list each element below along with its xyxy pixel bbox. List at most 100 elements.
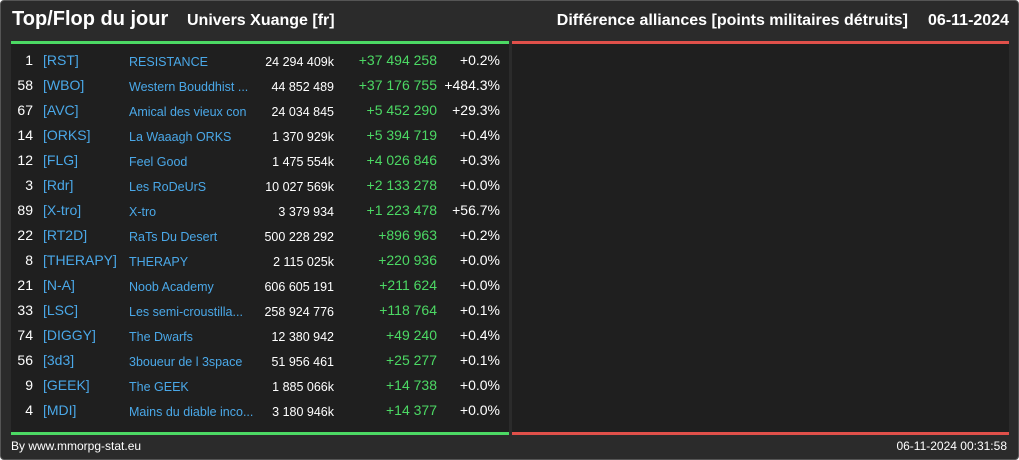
table-row: 9 [GEEK] The GEEK 1 885 066k +14 738 +0.0% xyxy=(11,373,509,398)
points-difference: +5 394 719 xyxy=(366,127,437,143)
alliance-name-link[interactable]: Mains du diable inco... xyxy=(129,405,254,419)
alliance-tag-link[interactable]: [N-A] xyxy=(43,277,75,293)
top-accent-bar xyxy=(11,41,509,44)
alliance-name-link[interactable]: RESISTANCE xyxy=(129,55,208,69)
alliance-points: 24 294 409k xyxy=(265,55,334,69)
header-date: 06-11-2024 xyxy=(928,12,1009,29)
points-difference: +25 277 xyxy=(386,352,437,368)
alliance-tag-link[interactable]: [RST] xyxy=(43,52,79,68)
alliance-name-link[interactable]: RaTs Du Desert xyxy=(129,230,218,244)
alliance-rank: 22 xyxy=(17,227,33,243)
alliance-tag-link[interactable]: [MDI] xyxy=(43,402,77,418)
percent-change: +0.1% xyxy=(459,302,500,318)
alliance-tag-link[interactable]: [LSC] xyxy=(43,302,79,318)
alliance-tag-link[interactable]: [WBO] xyxy=(43,77,85,93)
table-row: 56 [3d3] 3boueur de l 3space 51 956 461 +25 … xyxy=(11,348,509,373)
table-row: 8 [THERAPY] THERAPY 2 115 025k +220 936 +0.0% xyxy=(11,248,509,273)
alliance-points: 44 852 489 xyxy=(271,80,334,94)
flop-accent-bar xyxy=(512,41,1009,44)
alliance-tag-link[interactable]: [DIGGY] xyxy=(43,327,96,343)
percent-change: +0.0% xyxy=(459,177,500,193)
table-row: 89 [X-tro] X-tro 3 379 934 +1 223 478 +56.7% xyxy=(11,198,509,223)
points-difference: +211 624 xyxy=(379,277,437,293)
points-difference: +5 452 290 xyxy=(366,102,437,118)
points-difference: +4 026 846 xyxy=(366,152,437,168)
table-row: 74 [DIGGY] The Dwarfs 12 380 942 +49 240 +0.4… xyxy=(11,323,509,348)
alliance-tag-link[interactable]: [GEEK] xyxy=(43,377,90,393)
table-row: 21 [N-A] Noob Academy 606 605 191 +211 624 +0… xyxy=(11,273,509,298)
top-accent-bar-bottom xyxy=(11,432,509,435)
top-list: 1 [RST] RESISTANCE 24 294 409k +37 494 258 +0… xyxy=(11,48,509,423)
points-difference: +49 240 xyxy=(386,327,437,343)
alliance-points: 3 180 946k xyxy=(272,405,334,419)
alliance-name-link[interactable]: The Dwarfs xyxy=(129,330,193,344)
points-difference: +896 963 xyxy=(378,227,437,243)
alliance-name-link[interactable]: Feel Good xyxy=(129,155,188,169)
alliance-name-link[interactable]: Noob Academy xyxy=(129,280,214,294)
alliance-name-link[interactable]: Amical des vieux con xyxy=(129,105,247,119)
percent-change: +0.2% xyxy=(459,52,500,68)
alliance-name-link[interactable]: THERAPY xyxy=(129,255,189,269)
points-difference: +14 377 xyxy=(386,402,437,418)
alliance-rank: 67 xyxy=(17,102,33,118)
percent-change: +0.4% xyxy=(459,127,500,143)
alliance-tag-link[interactable]: [AVC] xyxy=(43,102,79,118)
table-row: 3 [Rdr] Les RoDeUrS 10 027 569k +2 133 278 +0… xyxy=(11,173,509,198)
table-row: 67 [AVC] Amical des vieux con 24 034 845 +5 … xyxy=(11,98,509,123)
alliance-points: 51 956 461 xyxy=(271,355,334,369)
alliance-tag-link[interactable]: [Rdr] xyxy=(43,177,74,193)
alliance-rank: 9 xyxy=(25,377,33,393)
alliance-points: 1 370 929k xyxy=(272,130,334,144)
alliance-tag-link[interactable]: [FLG] xyxy=(43,152,79,168)
percent-change: +0.0% xyxy=(459,402,500,418)
alliance-rank: 89 xyxy=(17,202,33,218)
percent-change: +56.7% xyxy=(452,202,500,218)
universe-label: Univers Xuange [fr] xyxy=(187,12,335,29)
alliance-name-link[interactable]: Western Bouddhist ... xyxy=(129,80,249,94)
points-difference: +14 738 xyxy=(386,377,437,393)
table-row: 22 [RT2D] RaTs Du Desert 500 228 292 +896 96… xyxy=(11,223,509,248)
alliance-name-link[interactable]: 3boueur de l 3space xyxy=(129,355,243,369)
percent-change: +484.3% xyxy=(444,77,500,93)
site-credit-link[interactable]: By www.mmorpg-stat.eu xyxy=(11,439,142,453)
percent-change: +0.1% xyxy=(459,352,500,368)
alliance-tag-link[interactable]: [THERAPY] xyxy=(43,252,117,268)
points-difference: +2 133 278 xyxy=(366,177,437,193)
percent-change: +0.2% xyxy=(459,227,500,243)
top-panel: 1 [RST] RESISTANCE 24 294 409k +37 494 258 +0… xyxy=(11,41,509,435)
table-row: 1 [RST] RESISTANCE 24 294 409k +37 494 258 +0… xyxy=(11,48,509,73)
page-title: Top/Flop du jour xyxy=(12,8,169,30)
percent-change: +0.0% xyxy=(459,377,500,393)
alliance-points: 24 034 845 xyxy=(271,105,334,119)
alliance-rank: 8 xyxy=(25,252,33,268)
alliance-name-link[interactable]: Les RoDeUrS xyxy=(129,180,207,194)
percent-change: +29.3% xyxy=(452,102,500,118)
alliance-tag-link[interactable]: [3d3] xyxy=(43,352,75,368)
alliance-rank: 74 xyxy=(17,327,33,343)
alliance-points: 500 228 292 xyxy=(264,230,334,244)
percent-change: +0.4% xyxy=(459,327,500,343)
alliance-rank: 3 xyxy=(25,177,33,193)
alliance-points: 12 380 942 xyxy=(271,330,334,344)
alliance-name-link[interactable]: X-tro xyxy=(129,205,157,219)
alliance-tag-link[interactable]: [X-tro] xyxy=(43,202,82,218)
alliance-rank: 4 xyxy=(25,402,33,418)
table-row: 33 [LSC] Les semi-croustilla... 258 924 776… xyxy=(11,298,509,323)
table-row: 4 [MDI] Mains du diable inco... 3 180 946k +… xyxy=(11,398,509,423)
alliance-rank: 58 xyxy=(17,77,33,93)
alliance-name-link[interactable]: La Waaagh ORKS xyxy=(129,130,232,144)
percent-change: +0.0% xyxy=(459,252,500,268)
alliance-tag-link[interactable]: [RT2D] xyxy=(43,227,88,243)
alliance-name-link[interactable]: Les semi-croustilla... xyxy=(129,305,243,319)
alliance-name-link[interactable]: The GEEK xyxy=(129,380,189,394)
points-difference: +37 494 258 xyxy=(358,52,437,68)
table-row: 58 [WBO] Western Bouddhist ... 44 852 489 +3… xyxy=(11,73,509,98)
ranking-subtitle: Différence alliances [points militaires … xyxy=(556,12,908,29)
alliance-rank: 21 xyxy=(17,277,33,293)
alliance-rank: 56 xyxy=(17,352,33,368)
table-row: 12 [FLG] Feel Good 1 475 554k +4 026 846 +0.3… xyxy=(11,148,509,173)
alliance-points: 10 027 569k xyxy=(265,180,334,194)
alliance-points: 1 475 554k xyxy=(272,155,334,169)
alliance-tag-link[interactable]: [ORKS] xyxy=(43,127,91,143)
alliance-rank: 1 xyxy=(25,52,33,68)
